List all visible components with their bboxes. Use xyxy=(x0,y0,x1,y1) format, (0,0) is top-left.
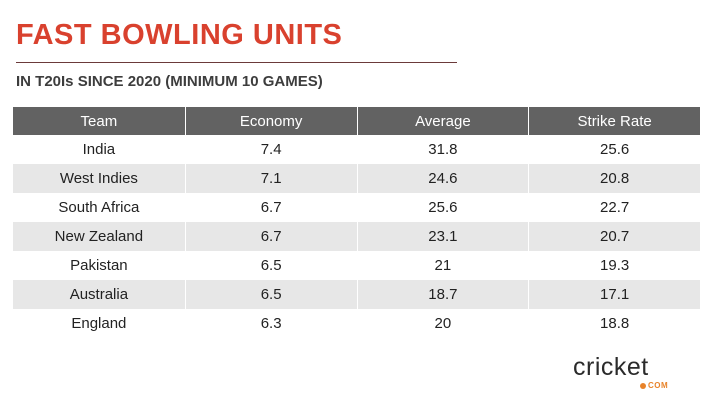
table-row: Pakistan 6.5 21 19.3 xyxy=(13,251,700,280)
strike-rate-cell: 20.7 xyxy=(528,222,700,251)
strike-rate-cell: 22.7 xyxy=(528,193,700,222)
economy-cell: 6.7 xyxy=(184,193,357,222)
table-row: India 7.4 31.8 25.6 xyxy=(13,135,700,164)
average-cell: 21 xyxy=(356,251,529,280)
team-cell: Pakistan xyxy=(70,257,128,274)
page-subtitle: IN T20Is SINCE 2020 (MINIMUM 10 GAMES) xyxy=(16,73,323,90)
table-row: West Indies 7.1 24.6 20.8 xyxy=(13,164,700,193)
strike-rate-cell: 17.1 xyxy=(528,280,700,309)
table-header-row: Team Economy Average Strike Rate xyxy=(13,107,700,135)
economy-cell: 7.4 xyxy=(184,135,357,164)
economy-cell: 6.7 xyxy=(184,222,357,251)
column-header-strike-rate: Strike Rate xyxy=(528,107,700,135)
strike-rate-cell: 19.3 xyxy=(528,251,700,280)
page-title: FAST BOWLING UNITS xyxy=(16,19,343,51)
team-cell: India xyxy=(82,141,116,158)
team-cell: South Africa xyxy=(58,199,140,216)
economy-cell: 6.3 xyxy=(184,309,357,338)
table-row: England 6.3 20 18.8 xyxy=(13,309,700,338)
strike-rate-cell: 25.6 xyxy=(528,135,700,164)
strike-rate-cell: 18.8 xyxy=(528,309,700,338)
column-header-economy: Economy xyxy=(184,107,357,135)
economy-cell: 7.1 xyxy=(184,164,357,193)
logo-suffix: COM xyxy=(648,381,669,390)
economy-cell: 6.5 xyxy=(184,280,357,309)
column-header-team: Team xyxy=(13,107,185,135)
team-cell: New Zealand xyxy=(13,222,185,251)
team-cell: West Indies xyxy=(13,164,185,193)
column-header-average: Average xyxy=(356,107,529,135)
team-cell: England xyxy=(71,315,127,332)
title-divider xyxy=(16,62,457,63)
table-row: Australia 6.5 18.7 17.1 xyxy=(13,280,700,309)
table-row: South Africa 6.7 25.6 22.7 xyxy=(13,193,700,222)
average-cell: 20 xyxy=(356,309,529,338)
logo-wordmark: cricket xyxy=(573,353,649,381)
average-cell: 25.6 xyxy=(356,193,529,222)
economy-cell: 6.5 xyxy=(184,251,357,280)
average-cell: 18.7 xyxy=(356,280,529,309)
team-cell: Australia xyxy=(13,280,185,309)
logo-dot-icon xyxy=(640,383,646,389)
table-row: New Zealand 6.7 23.1 20.7 xyxy=(13,222,700,251)
cricket-com-logo: cricket COM xyxy=(573,353,689,393)
average-cell: 31.8 xyxy=(356,135,529,164)
average-cell: 24.6 xyxy=(356,164,529,193)
average-cell: 23.1 xyxy=(356,222,529,251)
strike-rate-cell: 20.8 xyxy=(528,164,700,193)
stats-table: Team Economy Average Strike Rate India 7… xyxy=(13,107,700,338)
